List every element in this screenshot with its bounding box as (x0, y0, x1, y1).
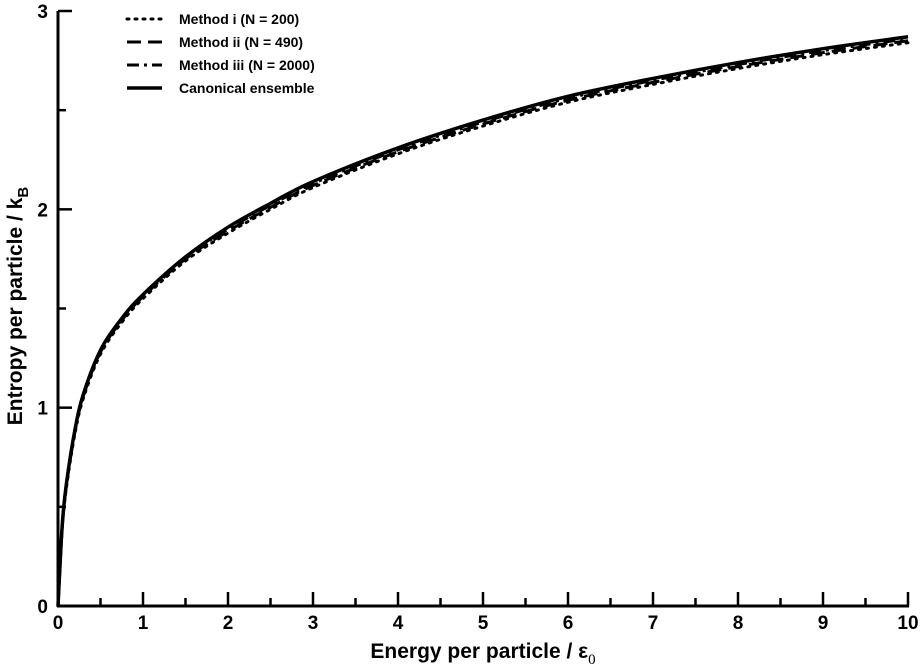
x-tick-label: 0 (53, 613, 64, 634)
x-tick-label: 8 (733, 613, 744, 634)
x-axis-title: Energy per particle / ε0 (370, 640, 595, 668)
legend-label: Method ii (N = 490) (179, 34, 303, 50)
axis-ticks (56, 9, 910, 608)
x-tick-label: 4 (393, 613, 404, 634)
y-axis-title: Entropy per particle / kB (4, 187, 32, 426)
series-line-4 (56, 35, 909, 607)
tick-labels: 0 1 2 3 4 5 6 7 8 9 10 0 1 2 3 (37, 2, 918, 634)
plot-series (56, 35, 910, 608)
x-tick-label: 10 (897, 613, 918, 634)
legend-label: Method i (N = 200) (179, 11, 299, 27)
legend-label: Canonical ensemble (179, 80, 315, 96)
x-tick-label: 1 (138, 613, 149, 634)
x-tick-label: 7 (648, 613, 659, 634)
series-line-1 (56, 41, 910, 608)
legend: Method i (N = 200) Method ii (N = 490) Met… (125, 11, 315, 96)
y-tick-label: 1 (37, 399, 48, 420)
x-tick-label: 6 (563, 613, 574, 634)
x-tick-label: 3 (308, 613, 319, 634)
x-tick-label: 9 (818, 613, 829, 634)
axes (56, 11, 909, 608)
y-tick-label: 3 (37, 2, 48, 23)
y-tick-label: 2 (37, 200, 48, 221)
y-tick-label: 0 (37, 597, 48, 618)
x-tick-label: 5 (478, 613, 489, 634)
legend-label: Method iii (N = 2000) (179, 57, 315, 73)
x-tick-label: 2 (223, 613, 234, 634)
